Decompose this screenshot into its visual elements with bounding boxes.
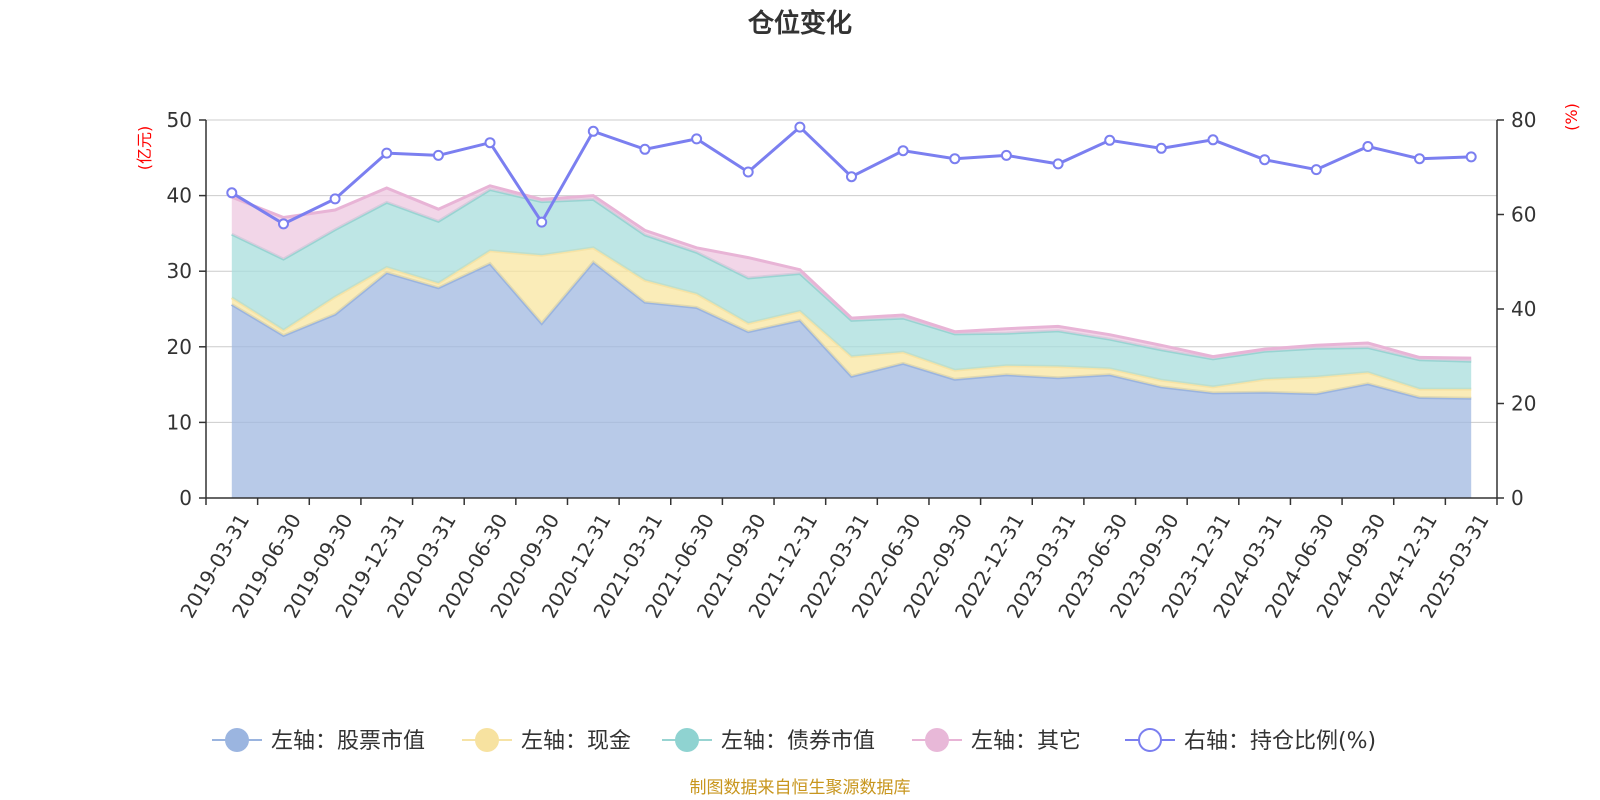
ratio-point [1000, 149, 1012, 161]
legend-marker [925, 728, 949, 752]
ratio-point [1155, 142, 1167, 154]
ratio-point [691, 133, 703, 145]
left-axis-unit: (亿元) [135, 126, 154, 171]
legend-label: 左轴：现金 [521, 729, 631, 754]
ratio-point [432, 149, 444, 161]
stacked-areas [231, 184, 1472, 498]
legend-label: 左轴：其它 [971, 729, 1081, 754]
ratio-point [1310, 164, 1322, 176]
legend-label: 右轴：持仓比例(%) [1184, 729, 1376, 754]
ratio-point [639, 143, 651, 155]
area-左轴：股票市值 [231, 262, 1472, 498]
legend-marker [1138, 728, 1162, 752]
ratio-point [381, 147, 393, 159]
ratio-point [794, 121, 806, 133]
right-tick-label: 0 [1511, 486, 1524, 510]
left-tick-label: 30 [167, 259, 192, 283]
legend-label: 左轴：债券市值 [721, 729, 875, 754]
area-左轴：债券市值 [231, 189, 1472, 390]
ratio-point [897, 145, 909, 157]
ratio-point [587, 125, 599, 137]
legend-marker [225, 728, 249, 752]
legend: 左轴：股票市值 左轴：现金 左轴：债券市值 左轴：其它 右轴：持仓比例(%) [212, 728, 1376, 754]
chart-title: 仓位变化 [747, 8, 852, 39]
legend-marker [675, 728, 699, 752]
legend-marker [475, 728, 499, 752]
right-tick-label: 40 [1511, 297, 1536, 321]
ratio-point [1414, 153, 1425, 165]
left-tick-label: 50 [167, 108, 192, 132]
ratio-point [1207, 134, 1219, 146]
ratio-point [1465, 151, 1477, 163]
legend-label: 左轴：股票市值 [271, 729, 425, 754]
ratio-point [1052, 158, 1064, 170]
left-tick-label: 0 [179, 486, 192, 510]
area-edge-左轴：其它 [231, 184, 1472, 360]
ratio-point [226, 187, 238, 199]
ratio-point [742, 166, 754, 178]
ratio-point [846, 171, 857, 183]
right-axis-unit: (%) [1562, 103, 1581, 131]
right-tick-label: 20 [1511, 392, 1536, 416]
ratio-point [278, 218, 289, 230]
left-tick-label: 20 [167, 335, 192, 359]
ratio-point [1259, 154, 1271, 166]
right-tick-label: 80 [1511, 108, 1536, 132]
ratio-point [949, 153, 961, 165]
area-左轴：其它 [231, 185, 1472, 362]
right-tick-label: 60 [1511, 203, 1536, 227]
left-tick-label: 40 [167, 184, 192, 208]
ratio-point [536, 216, 548, 228]
area-左轴：现金 [231, 247, 1472, 399]
ratio-point [1362, 141, 1374, 152]
left-tick-label: 10 [167, 410, 192, 434]
ratio-line-series [226, 121, 1477, 230]
ratio-point [329, 193, 341, 205]
ratio-point [1104, 134, 1116, 146]
ratio-point [484, 137, 496, 149]
data-source-note: 制图数据来自恒生聚源数据库 [690, 778, 911, 798]
